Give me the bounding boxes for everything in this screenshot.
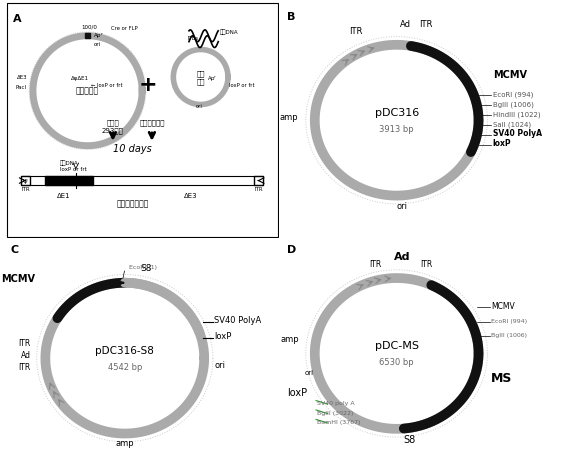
Text: PacI: PacI [16, 85, 27, 90]
Text: ITR: ITR [349, 27, 363, 36]
Text: ITR: ITR [18, 339, 30, 348]
Bar [254, 176, 263, 185]
Text: pDC-MS: pDC-MS [374, 341, 419, 351]
Text: SalI (1024): SalI (1024) [493, 121, 531, 128]
Text: ΔE3: ΔE3 [16, 75, 27, 80]
Text: ΔE3: ΔE3 [184, 193, 198, 199]
Text: ITBs: ITBs [187, 36, 198, 40]
Text: C: C [11, 245, 19, 255]
Text: MCMV: MCMV [491, 302, 515, 311]
Text: S8: S8 [403, 435, 415, 445]
Text: ψ: ψ [22, 178, 27, 184]
Text: loxP: loxP [493, 139, 511, 148]
Text: EcoRI (994): EcoRI (994) [493, 91, 533, 98]
Text: S8: S8 [140, 264, 151, 273]
Text: loxP or frt: loxP or frt [60, 167, 87, 172]
Text: HindIII (1022): HindIII (1022) [493, 111, 540, 118]
Text: ori: ori [396, 201, 407, 210]
Text: BglII (3022): BglII (3022) [318, 411, 354, 416]
Text: ITR: ITR [18, 363, 30, 372]
Text: B: B [287, 12, 295, 22]
Text: +: + [138, 75, 157, 95]
Text: ori: ori [93, 41, 101, 47]
Text: Cre or FLP: Cre or FLP [111, 26, 137, 31]
Bar [21, 176, 30, 185]
Text: EcoRI (994): EcoRI (994) [491, 319, 528, 324]
Text: BglII (1006): BglII (1006) [491, 333, 528, 338]
Text: MCMV: MCMV [2, 274, 35, 284]
Bar [84, 33, 91, 38]
Text: Ap$^r$: Ap$^r$ [93, 31, 105, 41]
Bar [21, 176, 263, 185]
Text: loxP: loxP [214, 332, 231, 341]
Text: 100/0: 100/0 [82, 25, 97, 30]
Text: Ap$^r$: Ap$^r$ [207, 74, 217, 84]
Text: 特异位点重组: 特异位点重组 [139, 119, 164, 126]
Text: loxP: loxP [287, 388, 307, 398]
Text: SV40 poly A: SV40 poly A [318, 401, 355, 407]
Text: ori: ori [214, 360, 225, 369]
Text: amp: amp [115, 439, 134, 448]
Text: SV40 PolyA: SV40 PolyA [214, 316, 261, 325]
Text: 重组腺病毒载体: 重组腺病毒载体 [116, 199, 149, 208]
Text: ΔE1: ΔE1 [57, 193, 71, 199]
Text: 外源DNA: 外源DNA [220, 29, 239, 35]
Text: 穿梭: 穿梭 [196, 71, 205, 78]
Text: ITR: ITR [419, 20, 433, 29]
Text: ITR: ITR [254, 187, 263, 192]
Text: ΔψΔE1: ΔψΔE1 [71, 76, 89, 81]
Text: 293细胞: 293细胞 [102, 127, 124, 134]
Text: 外源DNA: 外源DNA [60, 161, 79, 166]
Bar [44, 176, 93, 185]
Text: Ad: Ad [20, 351, 30, 360]
Text: MCMV: MCMV [493, 70, 526, 80]
Text: ori: ori [305, 370, 314, 376]
Text: 腺病毒载体: 腺病毒载体 [76, 86, 99, 95]
Text: 载体: 载体 [196, 79, 205, 85]
Text: amp: amp [281, 335, 300, 344]
Text: 6530 bp: 6530 bp [379, 358, 414, 367]
Text: ITR: ITR [420, 260, 432, 269]
Text: Ad: Ad [394, 252, 410, 262]
Text: pDC316-S8: pDC316-S8 [95, 346, 154, 356]
Text: ori: ori [195, 104, 202, 109]
Text: SV40 PolyA: SV40 PolyA [493, 129, 542, 138]
Text: 共转染: 共转染 [106, 119, 119, 126]
Text: loxP or frt: loxP or frt [229, 83, 254, 88]
FancyBboxPatch shape [7, 3, 278, 237]
Text: D: D [287, 245, 296, 255]
Text: 10 days: 10 days [113, 144, 152, 154]
Text: ← loxP or frt: ← loxP or frt [91, 83, 123, 88]
Text: ITR: ITR [369, 260, 381, 269]
Text: MS: MS [491, 372, 513, 385]
Text: 4542 bp: 4542 bp [108, 363, 142, 372]
Text: A: A [14, 14, 22, 24]
Text: BamHI (3767): BamHI (3767) [318, 420, 361, 425]
Text: amp: amp [279, 113, 298, 122]
Text: Ad: Ad [400, 20, 411, 29]
Text: BglII (1006): BglII (1006) [493, 101, 534, 108]
Text: EcoRI (1): EcoRI (1) [128, 265, 157, 269]
Text: 3913 bp: 3913 bp [379, 125, 414, 134]
Text: pDC316: pDC316 [374, 108, 419, 118]
Text: ITR: ITR [21, 187, 30, 192]
